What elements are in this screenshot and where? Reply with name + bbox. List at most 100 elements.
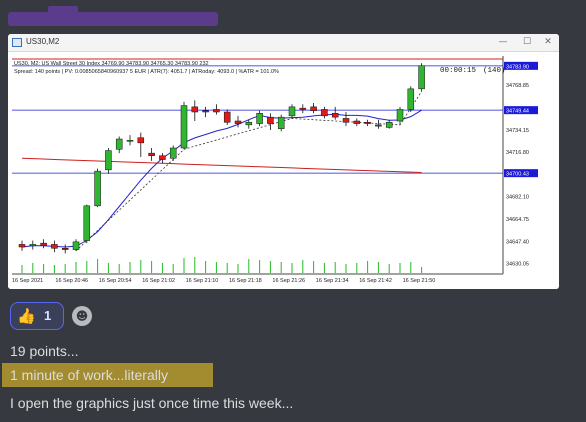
window-titlebar[interactable]: US30,M2 — ☐ ✕: [8, 34, 559, 52]
candle: [126, 135, 134, 146]
redacted-username: [8, 6, 218, 26]
price-axis-label: 34682.10: [506, 195, 529, 201]
chart-background: [8, 52, 559, 289]
price-axis-label: 34647.40: [506, 239, 529, 245]
candle-timer-count: (140): [483, 67, 506, 75]
minimize-button[interactable]: —: [498, 37, 508, 47]
candle-body-bear: [299, 107, 307, 110]
candle-body-bear: [213, 109, 220, 113]
candle-body-bull: [407, 88, 415, 110]
candlesticks: [18, 63, 425, 254]
candle: [94, 168, 101, 208]
candle: [159, 153, 166, 164]
candle-body-bull: [256, 113, 263, 124]
candle: [267, 113, 274, 130]
candle-body-bear: [353, 120, 361, 124]
price-axis-label: 34664.75: [506, 217, 529, 223]
chart-window[interactable]: US30,M2 — ☐ ✕ US30, M2: US Wall Street 3…: [8, 34, 559, 289]
candle: [364, 119, 371, 127]
candle-body-bull: [115, 138, 123, 150]
candle: [234, 115, 242, 128]
candle-body-bull: [105, 150, 112, 171]
candle: [353, 118, 361, 127]
candle-body-bear: [51, 244, 58, 249]
candle: [51, 240, 58, 253]
price-tag-label: 34700.43: [506, 172, 529, 178]
candle-body-bear: [321, 109, 328, 117]
candle: [115, 136, 123, 154]
candle: [169, 145, 177, 161]
candle: [180, 101, 188, 150]
candle: [83, 204, 91, 244]
candle-body-bull: [83, 205, 91, 241]
candle-body-bear: [310, 106, 317, 111]
message-line: I open the graphics just once time this …: [10, 395, 294, 411]
candle-body-bear: [364, 122, 371, 124]
window-title: US30,M2: [26, 37, 60, 46]
candle: [288, 104, 296, 119]
candle-body-bear: [148, 152, 155, 156]
time-axis-label: 16 Sep 2021: [12, 278, 43, 284]
reaction-count: 1: [44, 308, 52, 323]
candle-body-bull: [180, 105, 188, 149]
chart-header-indicators: Spread: 140 points | PV: 0.0085065840960…: [14, 69, 279, 75]
candle-body-bear: [40, 242, 47, 246]
candle: [407, 86, 415, 112]
candle-body-bear: [375, 124, 382, 127]
message-line-highlighted: 1 minute of work...literally: [10, 367, 168, 383]
candle: [148, 148, 155, 161]
time-axis-label: 16 Sep 21:34: [316, 278, 349, 284]
ma-red-line: [21, 157, 422, 174]
candle-body-bull: [126, 140, 134, 142]
candle: [256, 110, 263, 127]
price-axis-label: 34734.15: [506, 128, 529, 134]
candle: [202, 106, 209, 118]
candle-body-bear: [223, 111, 231, 123]
add-reaction-button[interactable]: ☻: [72, 306, 92, 326]
price-tag-label: 34783.90: [506, 64, 529, 70]
candle-body-bull: [169, 147, 177, 159]
candle: [321, 106, 328, 119]
candle-body-bull: [385, 122, 393, 128]
candle-body-bear: [267, 116, 274, 124]
candle: [375, 119, 382, 129]
time-axis-label: 16 Sep 21:02: [142, 278, 175, 284]
candle: [18, 240, 26, 251]
maximize-button[interactable]: ☐: [522, 37, 532, 47]
time-axis-labels: 16 Sep 2021 16 Sep 20:46 16 Sep 20:54 16 Se…: [12, 278, 435, 284]
candle-body-bull: [72, 241, 80, 250]
thumbs-up-icon: 👍: [17, 307, 36, 325]
price-axis-label: 34716.80: [506, 150, 529, 156]
candle: [61, 244, 69, 254]
price-axis-labels: 34783.90 34768.85 34749.44 34734.15 34716.80…: [504, 61, 538, 268]
candle: [396, 106, 404, 125]
candle-body-bull: [418, 65, 425, 90]
candle-body-bear: [342, 118, 350, 123]
candle-body-bull: [396, 109, 404, 122]
candle: [331, 106, 339, 120]
time-axis-label: 16 Sep 21:18: [229, 278, 262, 284]
candle: [299, 104, 307, 114]
candle-body-bear: [159, 155, 166, 160]
candle-body-bear: [202, 110, 209, 113]
reaction-thumbs-up[interactable]: 👍 1: [10, 302, 64, 330]
candle: [137, 132, 145, 157]
price-chart[interactable]: US30, M2: US Wall Street 30 Index 34769.…: [8, 52, 559, 289]
candle: [223, 109, 231, 125]
candle: [29, 240, 37, 250]
candle: [40, 239, 47, 249]
volume-bars: [21, 257, 423, 273]
close-button[interactable]: ✕: [544, 37, 552, 47]
candle: [72, 239, 80, 251]
text-highlight: [2, 363, 213, 387]
time-axis-label: 16 Sep 21:26: [272, 278, 305, 284]
candle: [342, 112, 350, 127]
price-axis-label: 34630.05: [506, 262, 529, 268]
smiley-icon: ☻: [75, 309, 89, 323]
candle: [418, 63, 425, 92]
candle-body-bull: [277, 116, 285, 129]
candle-body-bull: [29, 244, 37, 246]
candle-body-bear: [61, 248, 69, 250]
candle-timer: 00:00:15: [440, 67, 477, 75]
price-tag-highlight: [504, 106, 538, 115]
